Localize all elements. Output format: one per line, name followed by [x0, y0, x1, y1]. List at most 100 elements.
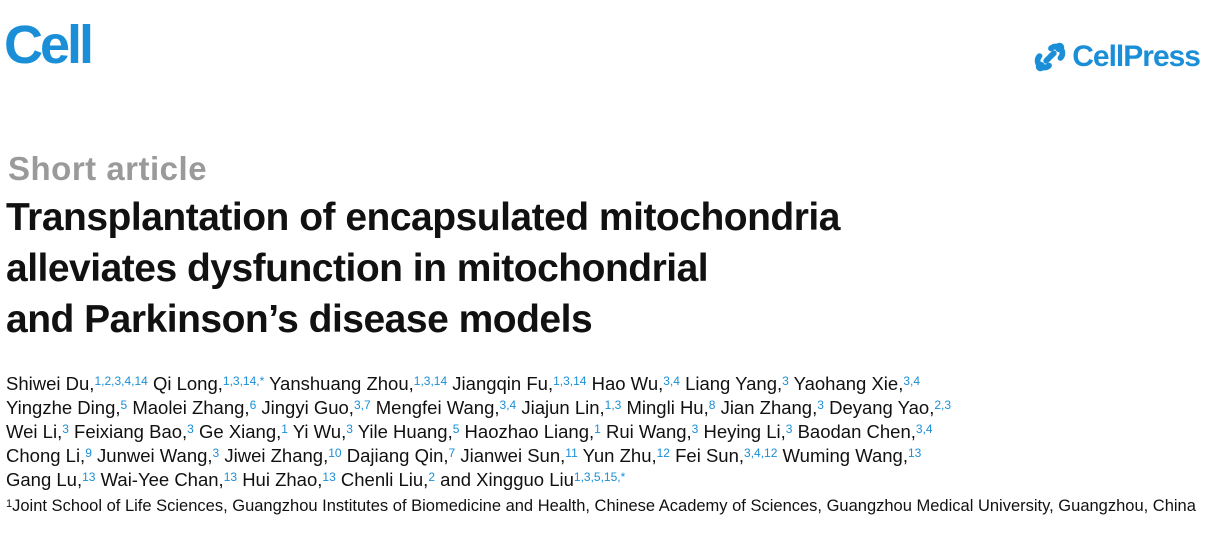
author-affiliation-marks[interactable]: 3: [346, 422, 353, 436]
author-affiliation-marks[interactable]: 10: [328, 446, 342, 460]
author-affiliation-marks[interactable]: 2: [428, 470, 436, 484]
author[interactable]: Fei Sun,3,4,12: [675, 445, 777, 466]
author[interactable]: Wuming Wang,13: [783, 445, 922, 466]
author[interactable]: Jiangqin Fu,1,3,14: [452, 373, 586, 394]
author-affiliation-marks[interactable]: 1,3,14,*: [222, 374, 265, 388]
author-affiliation-marks[interactable]: 6: [249, 398, 257, 412]
author-affiliation-marks[interactable]: 3,4: [903, 374, 921, 388]
author-line: Yingzhe Ding,5 Maolei Zhang,6 Jingyi Guo…: [6, 396, 1202, 420]
author-name: Fei Sun,: [675, 445, 745, 466]
author[interactable]: Maolei Zhang,6: [132, 397, 256, 418]
author-name: Deyang Yao,: [829, 397, 935, 418]
author-name: and Xingguo Liu: [440, 469, 574, 490]
author[interactable]: Ge Xiang,1: [199, 421, 288, 442]
author-affiliation-marks[interactable]: 1,3: [604, 398, 622, 412]
author[interactable]: Yun Zhu,12: [583, 445, 670, 466]
author-affiliation-marks[interactable]: 3,7: [353, 398, 371, 412]
author-line: Gang Lu,13 Wai-Yee Chan,13 Hui Zhao,13 C…: [6, 468, 1202, 492]
author-affiliation-marks[interactable]: 13: [322, 470, 336, 484]
author[interactable]: Qi Long,1,3,14,*: [153, 373, 264, 394]
author[interactable]: Heying Li,3: [704, 421, 793, 442]
author[interactable]: Feixiang Bao,3: [74, 421, 194, 442]
author[interactable]: Hui Zhao,13: [242, 469, 336, 490]
author-affiliation-marks[interactable]: 13: [907, 446, 922, 460]
author[interactable]: Dajiang Qin,7: [347, 445, 456, 466]
author[interactable]: Yingzhe Ding,5: [6, 397, 127, 418]
cell-journal-logo: Cell: [4, 15, 94, 75]
author-affiliation-marks[interactable]: 1,2,3,4,14: [94, 374, 148, 388]
author-affiliation-marks[interactable]: 1: [281, 422, 288, 436]
author[interactable]: Wai-Yee Chan,13: [101, 469, 237, 490]
author-name: Maolei Zhang,: [132, 397, 250, 418]
author[interactable]: Shiwei Du,1,2,3,4,14: [6, 373, 148, 394]
author-name: Yun Zhu,: [582, 445, 657, 466]
author-name: Yanshuang Zhou,: [269, 373, 414, 394]
author-affiliation-marks[interactable]: 3: [691, 422, 699, 436]
author[interactable]: Yile Huang,5: [358, 421, 460, 442]
author[interactable]: Junwei Wang,3: [97, 445, 219, 466]
author-name: Jiwei Zhang,: [224, 445, 329, 466]
author-name: Jiajun Lin,: [521, 397, 605, 418]
author[interactable]: Wei Li,3: [6, 421, 69, 442]
author[interactable]: Jianwei Sun,11: [460, 445, 577, 466]
author[interactable]: Rui Wang,3: [606, 421, 698, 442]
author-affiliation-marks[interactable]: 13: [223, 470, 238, 484]
author[interactable]: Yaohang Xie,3,4: [794, 373, 920, 394]
author-affiliation-marks[interactable]: 3: [782, 374, 789, 388]
author[interactable]: Gang Lu,13: [6, 469, 95, 490]
author[interactable]: Baodan Chen,3,4: [798, 421, 933, 442]
author-affiliation-marks[interactable]: 1,3,14: [553, 374, 587, 388]
author-name: Haozhao Liang,: [464, 421, 595, 442]
author[interactable]: Yi Wu,3: [293, 421, 353, 442]
author[interactable]: Mingli Hu,8: [626, 397, 715, 418]
author[interactable]: Chenli Liu,2: [341, 469, 435, 490]
author-affiliation-marks[interactable]: 3: [62, 422, 69, 436]
author-name: Gang Lu,: [6, 469, 83, 490]
author-affiliation-marks[interactable]: 5: [120, 398, 128, 412]
author-affiliation-marks[interactable]: 3: [817, 398, 824, 412]
author-affiliation-marks[interactable]: 13: [82, 470, 96, 484]
author-affiliation-marks[interactable]: 8: [708, 398, 716, 412]
author-affiliation-marks[interactable]: 3,4: [499, 398, 517, 412]
author[interactable]: and Xingguo Liu1,3,5,15,*: [440, 469, 625, 490]
author[interactable]: Jiajun Lin,1,3: [521, 397, 621, 418]
author[interactable]: Jian Zhang,3: [721, 397, 824, 418]
author[interactable]: Jiwei Zhang,10: [224, 445, 341, 466]
author-affiliation-marks[interactable]: 1,3,5,15,*: [573, 470, 626, 484]
author-affiliation-marks[interactable]: 7: [448, 446, 456, 460]
affiliation-text: Joint School of Life Sciences, Guangzhou…: [12, 497, 1196, 515]
author-name: Jianwei Sun,: [460, 445, 566, 466]
author-name: Junwei Wang,: [97, 445, 213, 466]
author-affiliation-marks[interactable]: 9: [85, 446, 92, 460]
author-affiliation-marks[interactable]: 2,3: [934, 398, 952, 412]
author-line: Chong Li,9 Junwei Wang,3 Jiwei Zhang,10 …: [6, 444, 1202, 468]
title-line: Transplantation of encapsulated mitochon…: [6, 196, 840, 239]
author-line: Wei Li,3 Feixiang Bao,3 Ge Xiang,1 Yi Wu…: [6, 420, 1202, 444]
author-affiliation-marks[interactable]: 3,4: [915, 422, 933, 436]
author[interactable]: Jingyi Guo,3,7: [261, 397, 370, 418]
author-affiliation-marks[interactable]: 1: [594, 422, 601, 436]
author[interactable]: Yanshuang Zhou,1,3,14: [269, 373, 447, 394]
author[interactable]: Hao Wu,3,4: [592, 373, 680, 394]
author[interactable]: Deyang Yao,2,3: [829, 397, 951, 418]
author-affiliation-marks[interactable]: 5: [452, 422, 460, 436]
author-affiliation-marks[interactable]: 3: [212, 446, 220, 460]
author[interactable]: Chong Li,9: [6, 445, 92, 466]
author-affiliation-marks[interactable]: 3,4: [663, 374, 680, 388]
author-affiliation-marks[interactable]: 3: [785, 422, 793, 436]
author[interactable]: Haozhao Liang,1: [465, 421, 601, 442]
author-name: Jiangqin Fu,: [452, 373, 554, 394]
author-affiliation-marks[interactable]: 12: [656, 446, 670, 460]
cellpress-logo: CellPress: [1031, 38, 1201, 76]
author-name: Wuming Wang,: [782, 445, 908, 466]
author-affiliation-marks[interactable]: 1,3,14: [413, 374, 448, 388]
author-affiliation-marks[interactable]: 3: [187, 422, 194, 436]
author-name: Qi Long,: [152, 373, 223, 394]
author[interactable]: Liang Yang,3: [685, 373, 789, 394]
author-affiliation-marks[interactable]: 11: [565, 446, 578, 460]
author-affiliation-marks[interactable]: 3,4,12: [744, 446, 778, 460]
author-name: Hui Zhao,: [242, 469, 323, 490]
author-name: Chenli Liu,: [340, 469, 429, 490]
author[interactable]: Mengfei Wang,3,4: [376, 397, 516, 418]
author-name: Mingli Hu,: [626, 397, 709, 418]
